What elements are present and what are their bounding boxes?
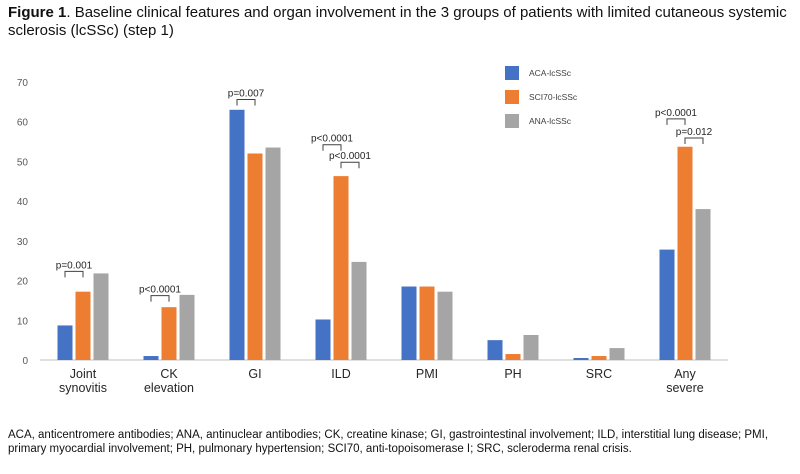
- bar: [143, 356, 159, 360]
- bar: [401, 286, 417, 360]
- significance-bracket: [340, 161, 360, 169]
- y-tick-label: 20: [17, 277, 29, 288]
- significance-bracket: [236, 98, 256, 106]
- significance-label: p=0.012: [676, 127, 713, 138]
- bar: [437, 291, 453, 360]
- significance-label: p=0.007: [228, 88, 265, 99]
- significance-label: p<0.0001: [139, 285, 181, 296]
- y-tick-label: 70: [17, 78, 29, 89]
- y-tick-label: 40: [17, 197, 29, 208]
- figure-title-text: . Baseline clinical features and organ i…: [8, 4, 787, 39]
- bar: [161, 307, 177, 360]
- bar: [419, 286, 435, 360]
- bar: [333, 176, 349, 360]
- legend-label: ACA-lcSSc: [529, 68, 572, 78]
- bar: [179, 294, 195, 360]
- x-tick-label: GI: [248, 367, 261, 381]
- bar: [523, 334, 539, 360]
- significance-label: p=0.001: [56, 260, 93, 271]
- x-tick-label: CK elevation: [144, 367, 194, 395]
- bar: [677, 146, 693, 360]
- legend-label: SCI70-lcSSc: [529, 92, 578, 102]
- x-tick-label: SRC: [586, 367, 612, 381]
- bar: [609, 348, 625, 360]
- bar: [659, 249, 675, 360]
- bar: [93, 273, 109, 360]
- figure-caption: ACA, anticentromere antibodies; ANA, ant…: [8, 429, 769, 456]
- legend-swatch: [505, 66, 519, 80]
- figure-title: Figure 1. Baseline clinical features and…: [8, 4, 792, 40]
- bar: [487, 340, 503, 360]
- bar: [247, 153, 263, 360]
- x-tick-label: PMI: [416, 367, 438, 381]
- significance-bracket: [666, 118, 686, 125]
- bar: [315, 319, 331, 360]
- x-tick-label: ILD: [331, 367, 350, 381]
- y-tick-label: 0: [22, 356, 28, 367]
- legend-swatch: [505, 114, 519, 128]
- bar: [351, 261, 367, 360]
- significance-label: p<0.0001: [655, 108, 697, 119]
- y-tick-label: 10: [17, 316, 29, 327]
- significance-bracket: [684, 137, 704, 144]
- bar: [229, 109, 245, 360]
- y-tick-label: 50: [17, 157, 29, 168]
- significance-label: p<0.0001: [311, 134, 353, 145]
- legend-label: ANA-lcSSc: [529, 116, 572, 126]
- significance-bracket: [64, 270, 84, 278]
- figure-label: Figure 1: [8, 4, 67, 21]
- bar: [695, 209, 711, 360]
- bar-chart: 0 10 20 30 40 50 60 70 Joint synovitis CK elevation…: [17, 66, 728, 395]
- x-tick-label: Any severe: [666, 367, 704, 395]
- legend-swatch: [505, 90, 519, 104]
- x-tick-label: Joint synovitis: [59, 367, 107, 395]
- bar: [57, 325, 73, 360]
- significance-bracket: [322, 144, 342, 151]
- bar: [265, 147, 281, 360]
- y-tick-label: 30: [17, 237, 29, 248]
- significance-label: p<0.0001: [329, 151, 371, 162]
- y-tick-label: 60: [17, 118, 29, 129]
- bar: [505, 354, 521, 360]
- significance-bracket: [150, 295, 170, 302]
- bar: [75, 291, 91, 360]
- bar: [573, 358, 589, 360]
- bar: [591, 356, 607, 360]
- x-tick-label: PH: [504, 367, 521, 381]
